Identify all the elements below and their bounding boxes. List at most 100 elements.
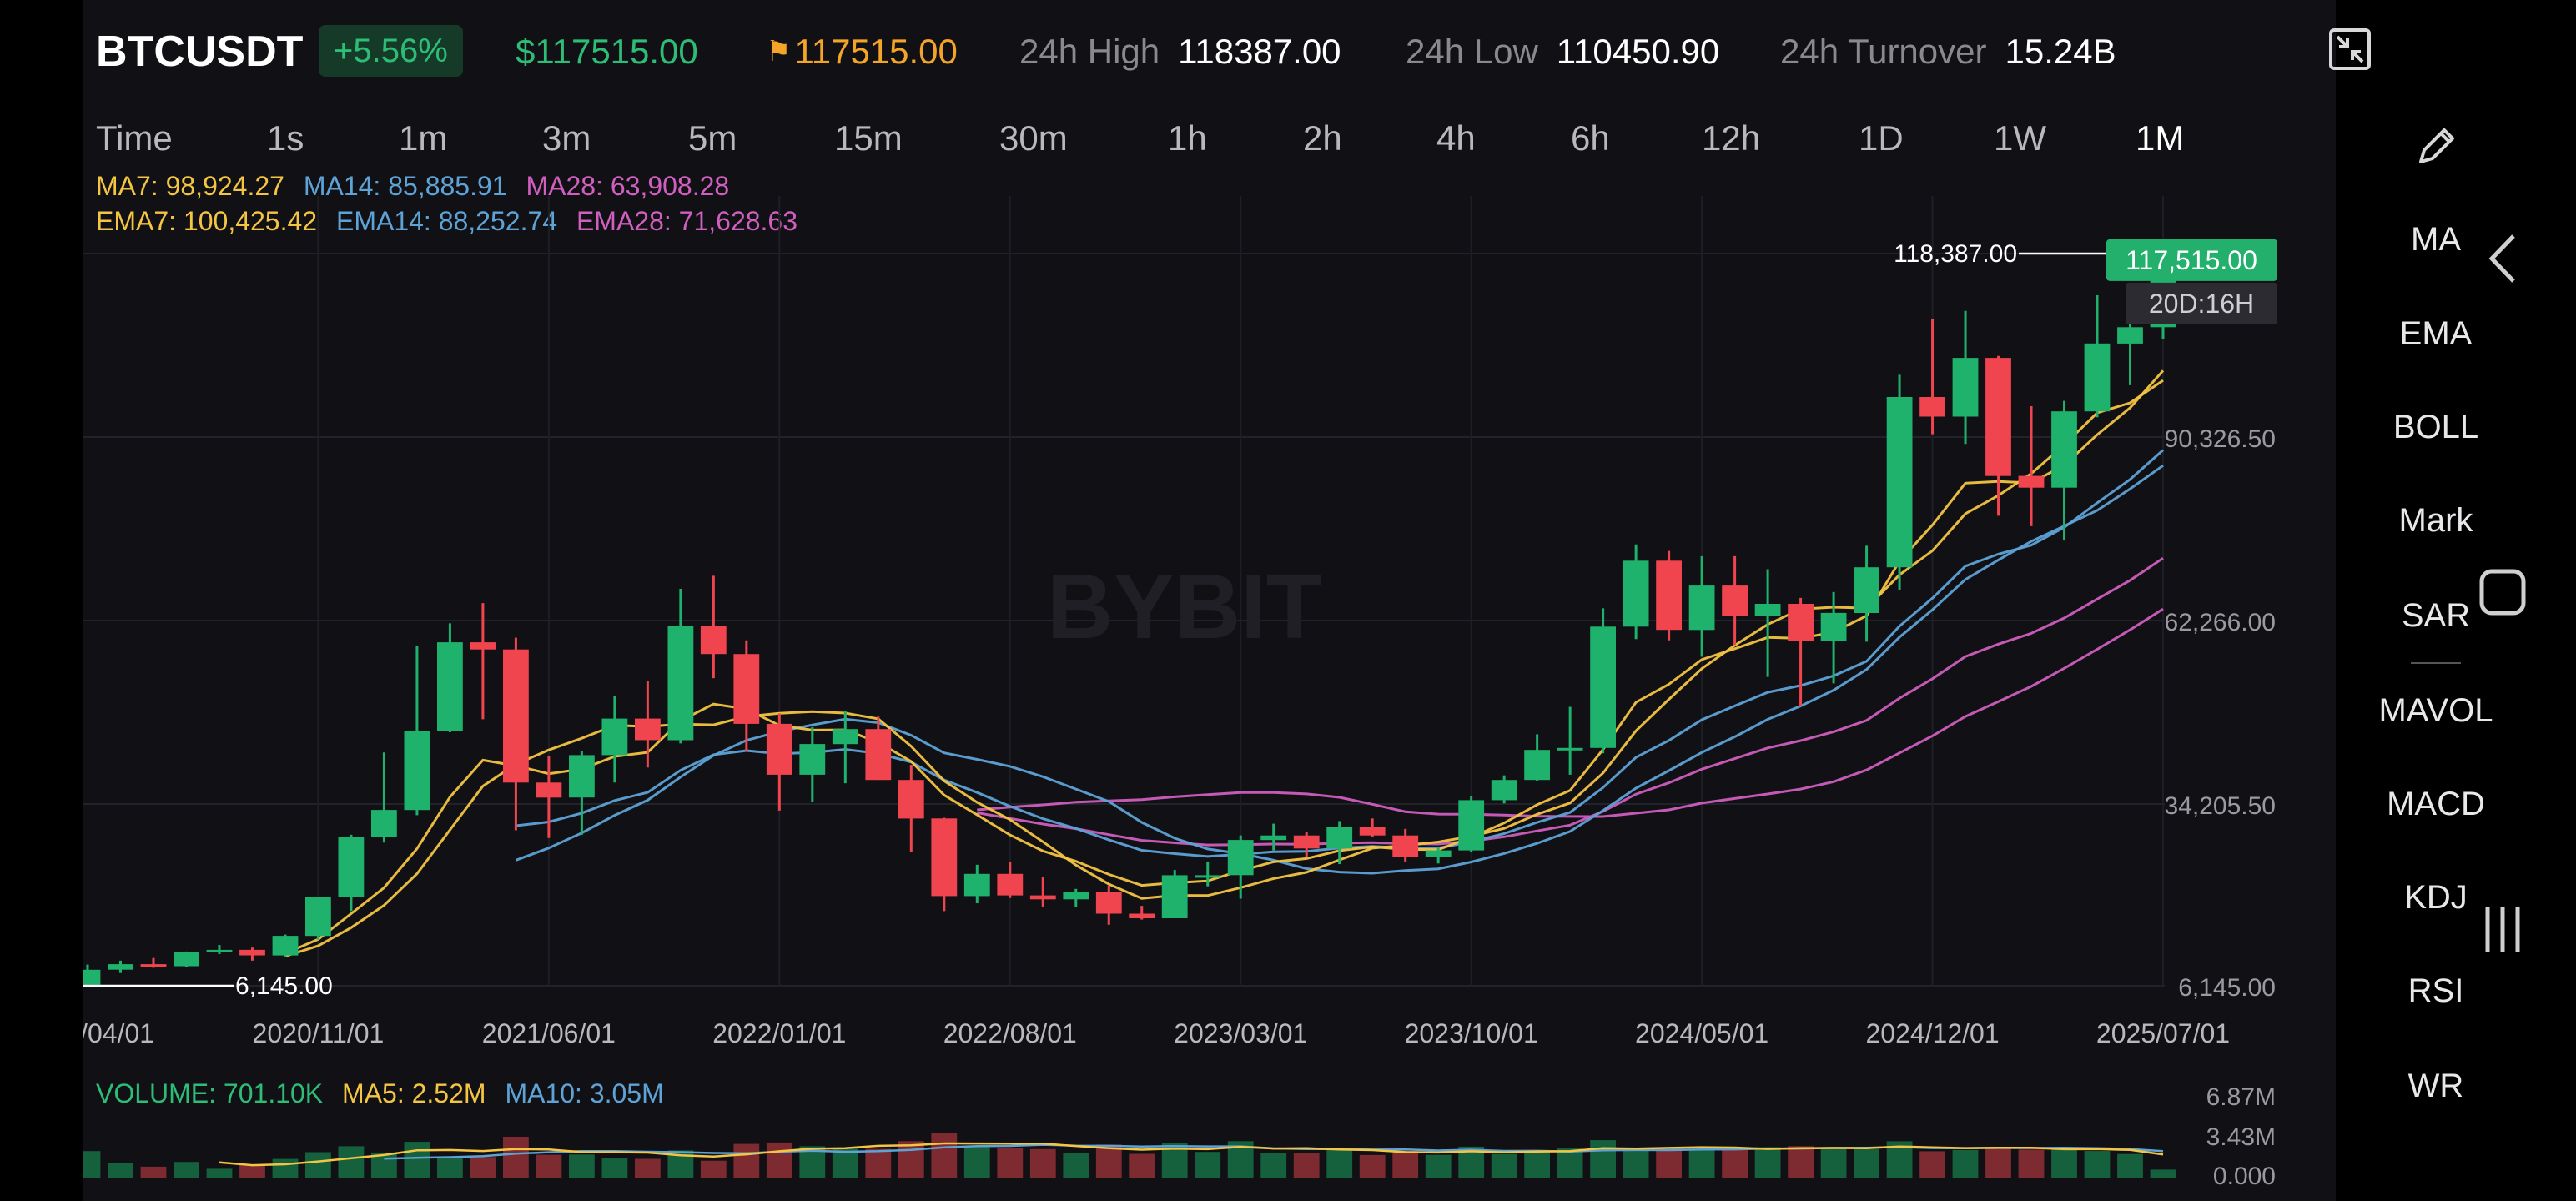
volume-bar — [1491, 1153, 1517, 1178]
indicator-ma[interactable]: MA — [2411, 221, 2461, 258]
recents-nav-icon[interactable] — [2469, 901, 2536, 963]
candle — [338, 837, 365, 897]
timeframe-time[interactable]: Time — [96, 118, 173, 158]
x-axis-tick: 2020/11/01 — [253, 1018, 385, 1048]
timeframe-3m[interactable]: 3m — [542, 118, 591, 158]
candle — [700, 626, 727, 655]
timeframe-1d[interactable]: 1D — [1859, 118, 1904, 158]
indicator-wr[interactable]: WR — [2407, 1068, 2464, 1104]
volume-bar — [2051, 1148, 2077, 1178]
timeframe-15m[interactable]: 15m — [834, 118, 903, 158]
volume-bar — [766, 1142, 792, 1178]
timeframe-6h[interactable]: 6h — [1571, 118, 1610, 158]
indicator-boll[interactable]: BOLL — [2392, 409, 2479, 445]
stat-24h-high: 24h High 118387.00 — [1019, 25, 1341, 78]
candle — [1688, 585, 1715, 631]
volume-bar — [1195, 1152, 1221, 1178]
candle — [1425, 850, 1452, 857]
candle — [1161, 875, 1188, 918]
timeframe-1m[interactable]: 1m — [399, 118, 448, 158]
draw-tool-icon[interactable] — [2369, 123, 2503, 178]
timeframe-2h[interactable]: 2h — [1303, 118, 1342, 158]
volume-bar — [1590, 1140, 1616, 1178]
candle — [174, 952, 199, 967]
timeframe-5m[interactable]: 5m — [688, 118, 737, 158]
indicator-mavol[interactable]: MAVOL — [2378, 692, 2493, 729]
timeframe-30m[interactable]: 30m — [999, 118, 1068, 158]
ma-legend: MA7: 98,924.27 MA14: 85,885.91 MA28: 63,… — [96, 171, 729, 202]
timeframe-4h[interactable]: 4h — [1436, 118, 1476, 158]
volume-bar — [206, 1168, 233, 1178]
candle — [1886, 397, 1913, 568]
candle — [2018, 475, 2045, 488]
x-axis-tick: 2023/03/01 — [1174, 1018, 1307, 1048]
candle — [898, 780, 924, 819]
candle — [371, 810, 397, 837]
candle — [865, 729, 892, 781]
volume-bar — [569, 1154, 595, 1178]
candle — [931, 818, 958, 897]
indicator-rsi[interactable]: RSI — [2407, 972, 2464, 1009]
indicator-macd[interactable]: MACD — [2387, 786, 2485, 822]
stat-24h-turnover: 24h Turnover 15.24B — [1780, 25, 2116, 78]
volume-bar — [1754, 1147, 1781, 1178]
candle — [1260, 835, 1287, 841]
back-nav-icon[interactable] — [2469, 229, 2536, 292]
candle — [766, 723, 792, 775]
stat-value: 118387.00 — [1178, 32, 1341, 71]
volume-bar — [1985, 1147, 2011, 1178]
indicator-kdj[interactable]: KDJ — [2404, 879, 2468, 916]
candle — [601, 718, 628, 756]
symbol-title[interactable]: BTCUSDT — [96, 28, 304, 76]
volume-bar — [1623, 1149, 1649, 1178]
indicator-sar[interactable]: SAR — [2401, 597, 2471, 634]
indicator-ema[interactable]: EMA — [2399, 315, 2473, 352]
timeframe-1h[interactable]: 1h — [1168, 118, 1207, 158]
volume-bar — [272, 1158, 299, 1178]
candle — [1293, 835, 1320, 849]
candle — [206, 949, 233, 952]
candle — [1458, 800, 1485, 851]
volume-bar — [470, 1157, 496, 1178]
ema-legend: EMA7: 100,425.42 EMA14: 88,252.74 EMA28:… — [96, 206, 797, 237]
stat-label: 24h Low — [1406, 32, 1538, 71]
home-nav-icon[interactable] — [2469, 567, 2536, 621]
volume-bar — [83, 1151, 101, 1178]
collapse-fullscreen-icon[interactable] — [2327, 27, 2372, 72]
candle — [832, 729, 858, 745]
ema28-value: EMA28: 71,628.63 — [576, 206, 798, 236]
volume-bar — [239, 1165, 265, 1178]
timeframe-1s[interactable]: 1s — [267, 118, 304, 158]
candle — [536, 782, 562, 798]
price-chart[interactable]: BYBIT 90,326.50 62,266.00 34,205.50 6,145.00… — [83, 0, 2336, 1201]
volume-axis-tick: 3.43M — [2206, 1123, 2276, 1151]
volume-bar — [1820, 1148, 1847, 1178]
candle — [1590, 626, 1616, 748]
candle — [239, 949, 265, 956]
candle — [1919, 397, 1945, 417]
price-tag-label: 117,515.00 — [2126, 245, 2257, 275]
candle — [1985, 358, 2011, 476]
mark-price-value: 117515.00 — [794, 32, 958, 71]
indicator-mark[interactable]: Mark — [2398, 502, 2473, 539]
timeframe-1m[interactable]: 1M — [2136, 118, 2185, 158]
candle — [108, 964, 133, 970]
candle — [1095, 892, 1122, 914]
y-axis-tick: 62,266.00 — [2165, 609, 2276, 636]
candle — [404, 731, 430, 811]
volume-bar — [1952, 1149, 1979, 1178]
candle — [1854, 567, 1879, 613]
volume-bar — [1688, 1148, 1715, 1178]
timeframe-12h[interactable]: 12h — [1702, 118, 1761, 158]
timeframe-1w[interactable]: 1W — [1994, 118, 2046, 158]
stat-label: 24h Turnover — [1780, 32, 1987, 71]
ema7-value: EMA7: 100,425.42 — [96, 206, 318, 236]
volume-bar — [1095, 1144, 1122, 1178]
candle — [140, 964, 167, 967]
candle — [305, 897, 331, 937]
candle — [1952, 358, 1979, 417]
candle — [1029, 895, 1056, 900]
volume-bar — [2018, 1149, 2045, 1178]
high-marker-label: 118,387.00 — [1894, 240, 2017, 268]
volume-bar — [2084, 1151, 2111, 1178]
